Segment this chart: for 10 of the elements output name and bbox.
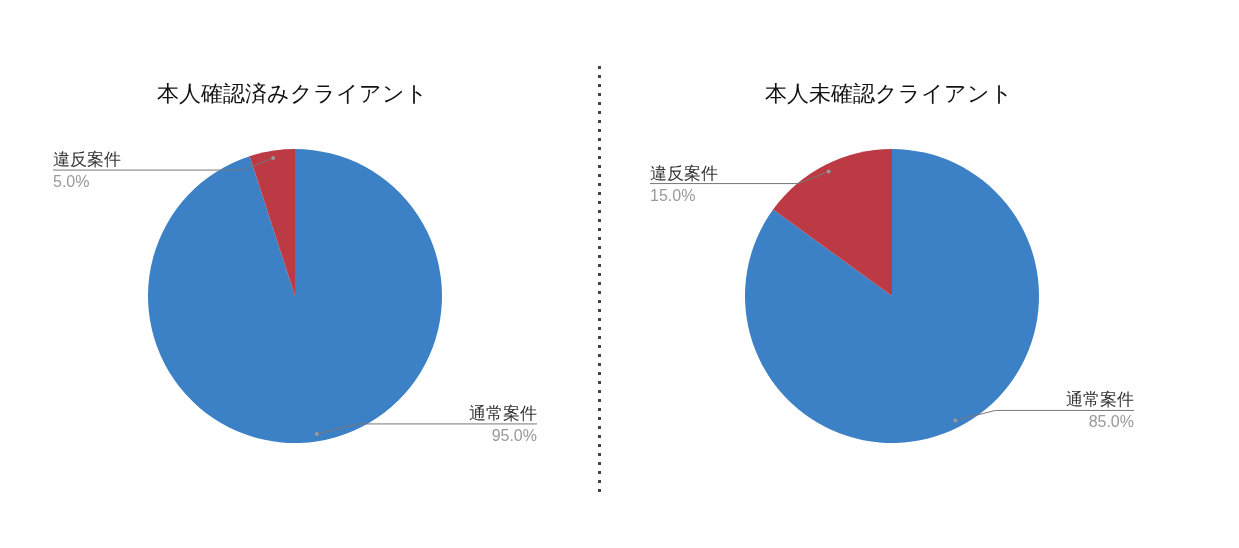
slice-label: 通常案件 [1066,390,1134,410]
slice-label: 違反案件 [53,150,121,170]
data-label: 5.0% [53,173,90,191]
data-label: 85.0% [1088,413,1134,431]
slice-label: 違反案件 [650,163,718,183]
chart-title: 本人確認済みクライアント [156,81,428,106]
data-label: 15.0% [650,186,696,204]
slice-label: 通常案件 [469,403,537,423]
chart-title: 本人未確認クライアント [765,81,1013,106]
data-label: 95.0% [491,426,537,444]
